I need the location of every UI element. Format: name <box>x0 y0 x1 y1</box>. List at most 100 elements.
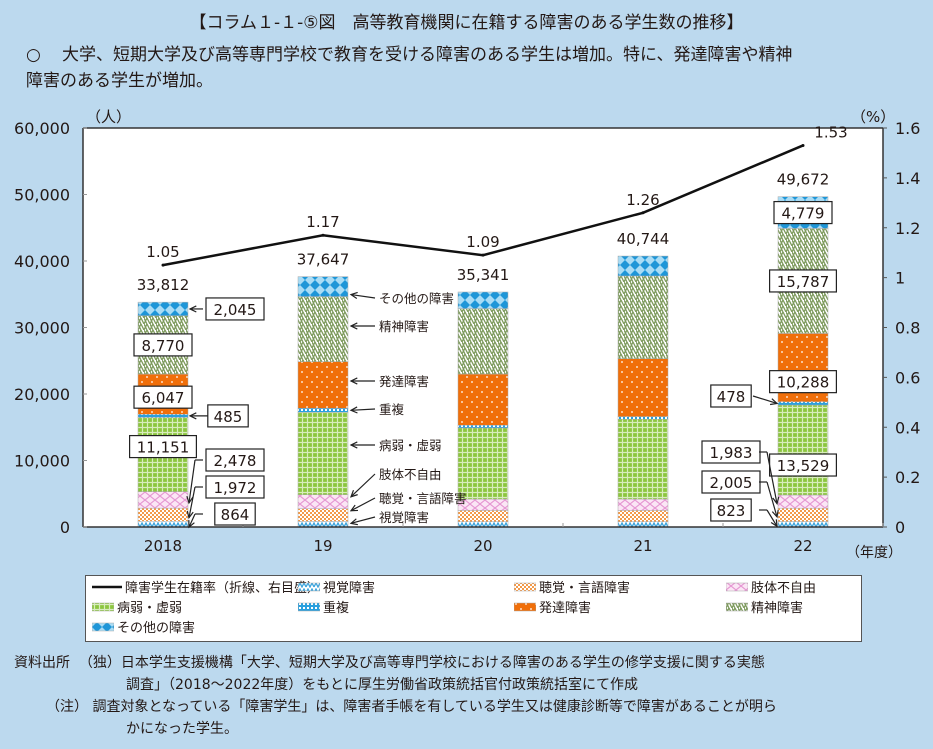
left-tick-label: 40,000 <box>14 252 70 271</box>
left-tick-label: 10,000 <box>14 452 70 471</box>
arrow-2018-physical-head <box>186 496 194 505</box>
bar-segment-multiple <box>617 416 669 420</box>
arrow-2019-hearing <box>350 497 376 512</box>
bar-segment-mental <box>617 275 669 360</box>
bar-segment-visual <box>777 521 829 528</box>
callout-2018-other-box <box>205 297 265 321</box>
bar-segment-hearing <box>137 507 189 522</box>
legend-swatch-physical <box>726 582 748 591</box>
arrow-2022-visual-head <box>770 519 778 528</box>
right-tick-label: 0.2 <box>895 468 920 487</box>
callout-2022-mental: 15,787 <box>777 273 830 291</box>
bar-segment-other <box>297 276 349 297</box>
right-tick-label: 0.4 <box>895 418 920 437</box>
right-tick-label: 0.8 <box>895 319 920 338</box>
bar-segment-multiple <box>777 401 829 406</box>
arrow-2019-multiple-head <box>349 406 358 414</box>
bar-segment-illness <box>777 404 829 496</box>
legend-swatch-developmental <box>514 602 536 611</box>
right-tick-label: 0.6 <box>895 368 920 387</box>
rate-point <box>801 143 805 147</box>
callout-2022-other-box <box>773 200 833 225</box>
source-line-2: 調査」（2018～2022年度）をもとに厚生労働省政策統括官付政策統括室にて作成 <box>126 677 638 693</box>
rate-label: 1.53 <box>814 123 847 141</box>
bar-segment-developmental <box>297 361 349 409</box>
callout-2018-mental: 8,770 <box>142 337 185 355</box>
callout-2018-mental-box <box>133 333 193 357</box>
note-label: （注） <box>46 699 88 715</box>
source-line-1: （独）日本学生支援機構「大学、短期大学及び高等専門学校における障害のある学生の修… <box>78 655 765 671</box>
rate-point <box>161 263 165 267</box>
arrow-2022-multiple <box>752 395 778 405</box>
annotation-2019-illness: 病弱・虚弱 <box>379 438 442 453</box>
callout-2018-visual: 864 <box>221 506 250 524</box>
x-tick-label: 19 <box>313 537 332 555</box>
bar-segment-visual <box>297 521 349 528</box>
right-tick-label: 0 <box>895 518 905 537</box>
legend-item-developmental: 発達障害 <box>514 597 591 616</box>
arrow-2019-mental-head <box>349 322 358 330</box>
callout-2018-hearing-box <box>205 475 265 499</box>
bar-stack-19 <box>297 276 349 528</box>
bar-segment-hearing <box>617 510 669 522</box>
legend-label: 重複 <box>323 601 350 616</box>
callout-2018-physical: 2,478 <box>214 452 257 470</box>
annotation-2019-mental: 精神障害 <box>379 319 429 334</box>
bar-stack-22 <box>777 196 829 528</box>
total-label: 37,647 <box>297 251 350 269</box>
arrow-2019-other <box>350 293 376 299</box>
bar-segment-illness <box>457 427 509 500</box>
bar-segment-other <box>457 291 509 309</box>
rate-label: 1.09 <box>466 233 499 251</box>
x-axis-unit: （年度） <box>846 545 902 561</box>
left-tick-label: 30,000 <box>14 319 70 338</box>
arrow-2018-multiple-head <box>188 412 197 420</box>
bar-segment-developmental <box>457 373 509 426</box>
legend-label: 視覚障害 <box>323 581 376 596</box>
rate-label: 1.17 <box>306 213 339 231</box>
legend-label: 肢体不自由 <box>751 581 817 596</box>
arrow-2019-physical <box>350 473 376 498</box>
x-tick-label: 2018 <box>144 537 182 555</box>
arrow-2018-physical <box>188 459 196 503</box>
legend-label: 障害学生在籍率（折線、右目盛） <box>125 581 321 596</box>
legend: 障害学生在籍率（折線、右目盛） 視覚障害 聴覚・言語障害 肢体不自由 病弱・虚弱 重複 発達… <box>85 575 862 642</box>
left-tick-label: 60,000 <box>14 119 70 138</box>
bar-segment-physical <box>777 494 829 509</box>
arrow-2022-physical <box>766 451 778 504</box>
rate-label: 1.05 <box>146 243 179 261</box>
legend-label: その他の障害 <box>117 621 196 636</box>
arrow-2019-multiple <box>350 408 376 411</box>
arrow-2019-visual <box>350 516 376 524</box>
legend-swatch-line <box>92 585 122 588</box>
total-label: 40,744 <box>617 230 670 248</box>
callout-2022-multiple-box <box>710 384 752 408</box>
legend-item-visual: 視覚障害 <box>298 577 375 596</box>
arrow-2019-developmental-head <box>349 377 358 385</box>
total-label: 49,672 <box>777 171 830 189</box>
note-line-1: 調査対象となっている「障害学生」は、障害者手帳を有している学生又は健康診断等で障… <box>92 699 777 715</box>
callout-2018-other: 2,045 <box>214 301 257 319</box>
bar-stack-21 <box>617 255 669 528</box>
bar-segment-visual <box>617 521 669 528</box>
arrow-2018-visual <box>188 513 196 528</box>
callout-2022-illness: 13,529 <box>777 457 830 475</box>
arrow-2022-physical-head <box>772 496 780 505</box>
arrow-2019-physical-head <box>349 489 358 498</box>
left-axis-unit: （人） <box>86 108 131 126</box>
legend-label: 精神障害 <box>751 601 804 616</box>
legend-item-other: その他の障害 <box>92 617 195 636</box>
legend-swatch-mental <box>726 602 748 611</box>
arrow-2018-visual-head <box>188 520 195 529</box>
annotation-2019-developmental: 発達障害 <box>379 374 429 389</box>
bar-segment-hearing <box>297 508 349 522</box>
bar-segment-physical <box>297 494 349 509</box>
rate-point <box>321 233 325 237</box>
bullet-icon: ○ <box>26 45 41 65</box>
legend-swatch-multiple <box>298 602 320 611</box>
note-line-2: かになった学生。 <box>126 721 238 737</box>
bar-segment-other <box>617 255 669 277</box>
arrow-2022-hearing <box>766 481 778 518</box>
callout-2018-multiple: 485 <box>214 408 243 426</box>
bar-segment-illness <box>617 419 669 500</box>
